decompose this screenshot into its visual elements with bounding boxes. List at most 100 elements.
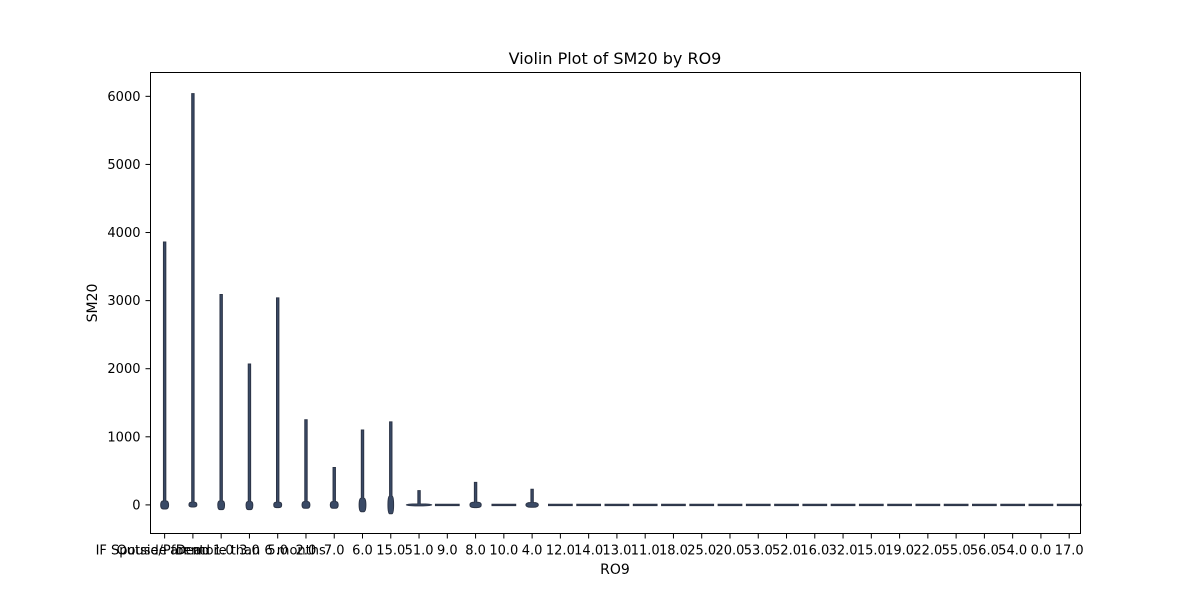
x-tick-label: 0.0 bbox=[1031, 544, 1052, 559]
violin-body bbox=[887, 503, 912, 507]
x-tick-label: 53.0 bbox=[744, 544, 773, 559]
violin-body bbox=[632, 503, 658, 507]
x-tick-label: 13.0 bbox=[602, 544, 631, 559]
violin-body bbox=[387, 421, 395, 515]
x-tick-label: 20.0 bbox=[716, 544, 745, 559]
x-tick-label: 25.0 bbox=[687, 544, 716, 559]
x-tick-label: 3.0 bbox=[239, 544, 260, 559]
violin-body bbox=[943, 503, 969, 507]
violin bbox=[858, 503, 884, 507]
violin-body bbox=[245, 363, 254, 511]
x-tick-label: 32.0 bbox=[829, 544, 858, 559]
x-axis-title: RO9 bbox=[600, 562, 630, 578]
x-tick-label: 14.0 bbox=[574, 544, 603, 559]
violin-body bbox=[1000, 503, 1026, 507]
x-tick-label: 51.0 bbox=[405, 544, 434, 559]
violin bbox=[329, 466, 339, 509]
violin bbox=[774, 503, 799, 507]
x-tick-label: 9.0 bbox=[437, 544, 458, 559]
violin-body bbox=[774, 503, 799, 507]
x-tick-label: 8.0 bbox=[465, 544, 486, 559]
violin bbox=[217, 293, 226, 511]
x-tick-label: 15.0 bbox=[857, 544, 886, 559]
violin bbox=[972, 503, 997, 507]
violin bbox=[745, 503, 771, 507]
violin-body bbox=[717, 503, 743, 507]
violin-body bbox=[469, 481, 482, 509]
x-tick-label: 2.0 bbox=[296, 544, 317, 559]
violin bbox=[1028, 503, 1054, 507]
violin-body bbox=[972, 503, 997, 507]
violin bbox=[301, 419, 311, 509]
x-tick-label: 19.0 bbox=[885, 544, 914, 559]
x-tick-label: 52.0 bbox=[772, 544, 801, 559]
x-tick-label: 6.0 bbox=[352, 544, 373, 559]
violin bbox=[245, 363, 254, 511]
y-tick-label: 0 bbox=[132, 498, 140, 513]
x-tick-label: 17.0 bbox=[1055, 544, 1084, 559]
violin bbox=[576, 503, 602, 507]
violin bbox=[632, 503, 658, 507]
violin-body bbox=[405, 490, 433, 507]
x-tick-label: 56.0 bbox=[970, 544, 999, 559]
violin bbox=[661, 503, 686, 507]
violin bbox=[1056, 503, 1082, 507]
y-axis: 0 1000 2000 3000 4000 5000 6000 bbox=[107, 90, 151, 513]
y-tick-label: 2000 bbox=[107, 362, 140, 377]
x-tick-label: 18.0 bbox=[659, 544, 688, 559]
chart-title: Violin Plot of SM20 by RO9 bbox=[509, 49, 722, 68]
plot-frame bbox=[150, 72, 1081, 534]
x-tick-label: 55.0 bbox=[942, 544, 971, 559]
x-tick-label: 5.0 bbox=[267, 544, 288, 559]
violin-body bbox=[604, 503, 630, 507]
x-tick-label: IF Spouse/Parent: 1.0 bbox=[96, 544, 234, 559]
violin bbox=[887, 503, 912, 507]
violin bbox=[830, 503, 856, 507]
violin-body bbox=[160, 241, 170, 510]
violin bbox=[943, 503, 969, 507]
violin-body bbox=[576, 503, 602, 507]
violin-body bbox=[434, 503, 460, 507]
violin bbox=[160, 241, 170, 510]
violin-body bbox=[1056, 503, 1082, 507]
x-tick-label: Outside for more than 6 months bbox=[117, 544, 326, 559]
violin bbox=[387, 421, 395, 515]
violin-body bbox=[188, 93, 198, 508]
violin-body bbox=[273, 297, 283, 509]
y-tick-label: 3000 bbox=[107, 294, 140, 309]
violin bbox=[358, 429, 367, 513]
x-tick-label: 54.0 bbox=[998, 544, 1027, 559]
violin-body bbox=[802, 503, 828, 507]
y-axis-title: SM20 bbox=[85, 284, 101, 323]
violin bbox=[491, 503, 517, 507]
violin bbox=[469, 481, 482, 509]
violin bbox=[434, 503, 460, 507]
x-tick-label: 12.0 bbox=[546, 544, 575, 559]
violin bbox=[405, 490, 433, 507]
x-tick-label: Dead bbox=[176, 544, 210, 559]
x-tick-label: 11.0 bbox=[631, 544, 660, 559]
violin-body bbox=[661, 503, 686, 507]
y-tick-label: 4000 bbox=[107, 226, 140, 241]
violin-body bbox=[548, 503, 573, 507]
y-tick-label: 5000 bbox=[107, 158, 140, 173]
violin-body bbox=[915, 503, 941, 507]
violin-body bbox=[830, 503, 856, 507]
violin-marks bbox=[160, 93, 1082, 515]
x-tick-label: 7.0 bbox=[324, 544, 345, 559]
violin bbox=[188, 93, 198, 508]
x-tick-label: 10.0 bbox=[489, 544, 518, 559]
violin-body bbox=[525, 488, 539, 508]
violin-body bbox=[301, 419, 311, 509]
x-tick-label: 4.0 bbox=[522, 544, 543, 559]
violin bbox=[717, 503, 743, 507]
violin-body bbox=[1028, 503, 1054, 507]
violin bbox=[273, 297, 283, 509]
x-tick-label: 22.0 bbox=[913, 544, 942, 559]
violin bbox=[689, 503, 715, 507]
y-tick-label: 1000 bbox=[107, 430, 140, 445]
violin bbox=[1000, 503, 1026, 507]
x-tick-label: 15.0 bbox=[376, 544, 405, 559]
